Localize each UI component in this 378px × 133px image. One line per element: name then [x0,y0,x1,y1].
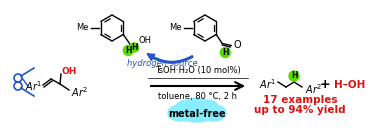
Ellipse shape [177,102,217,122]
Ellipse shape [194,100,218,114]
Text: O: O [233,40,241,49]
Text: hydrogen source: hydrogen source [127,59,197,68]
Circle shape [289,71,299,81]
Text: Ar$^1$: Ar$^1$ [259,77,276,91]
Text: Ar$^2$: Ar$^2$ [71,85,88,99]
Ellipse shape [176,100,200,114]
Circle shape [220,47,230,57]
Text: Me: Me [76,24,89,32]
Text: toluene, 80 °C, 2 h: toluene, 80 °C, 2 h [158,92,237,101]
Text: H: H [222,48,229,57]
Text: up to 94% yield: up to 94% yield [254,105,346,115]
Text: Ar$^2$: Ar$^2$ [305,82,322,96]
Text: H–OH: H–OH [334,80,366,90]
Text: +: + [320,78,330,92]
Text: OH: OH [138,36,151,45]
Text: 17 examples: 17 examples [263,95,337,105]
Ellipse shape [168,105,192,121]
Circle shape [123,45,133,55]
Text: H: H [291,72,297,80]
Text: metal-free: metal-free [168,109,226,119]
Text: Me: Me [169,24,182,32]
Circle shape [130,43,139,52]
Text: H: H [131,43,138,52]
Ellipse shape [187,98,207,110]
Ellipse shape [202,105,226,121]
Text: TsOH·H₂O (10 mol%): TsOH·H₂O (10 mol%) [155,66,241,76]
Text: OH: OH [62,68,77,76]
Text: H: H [125,46,132,55]
FancyArrowPatch shape [147,54,193,63]
Text: Ar$^1$: Ar$^1$ [25,79,42,93]
